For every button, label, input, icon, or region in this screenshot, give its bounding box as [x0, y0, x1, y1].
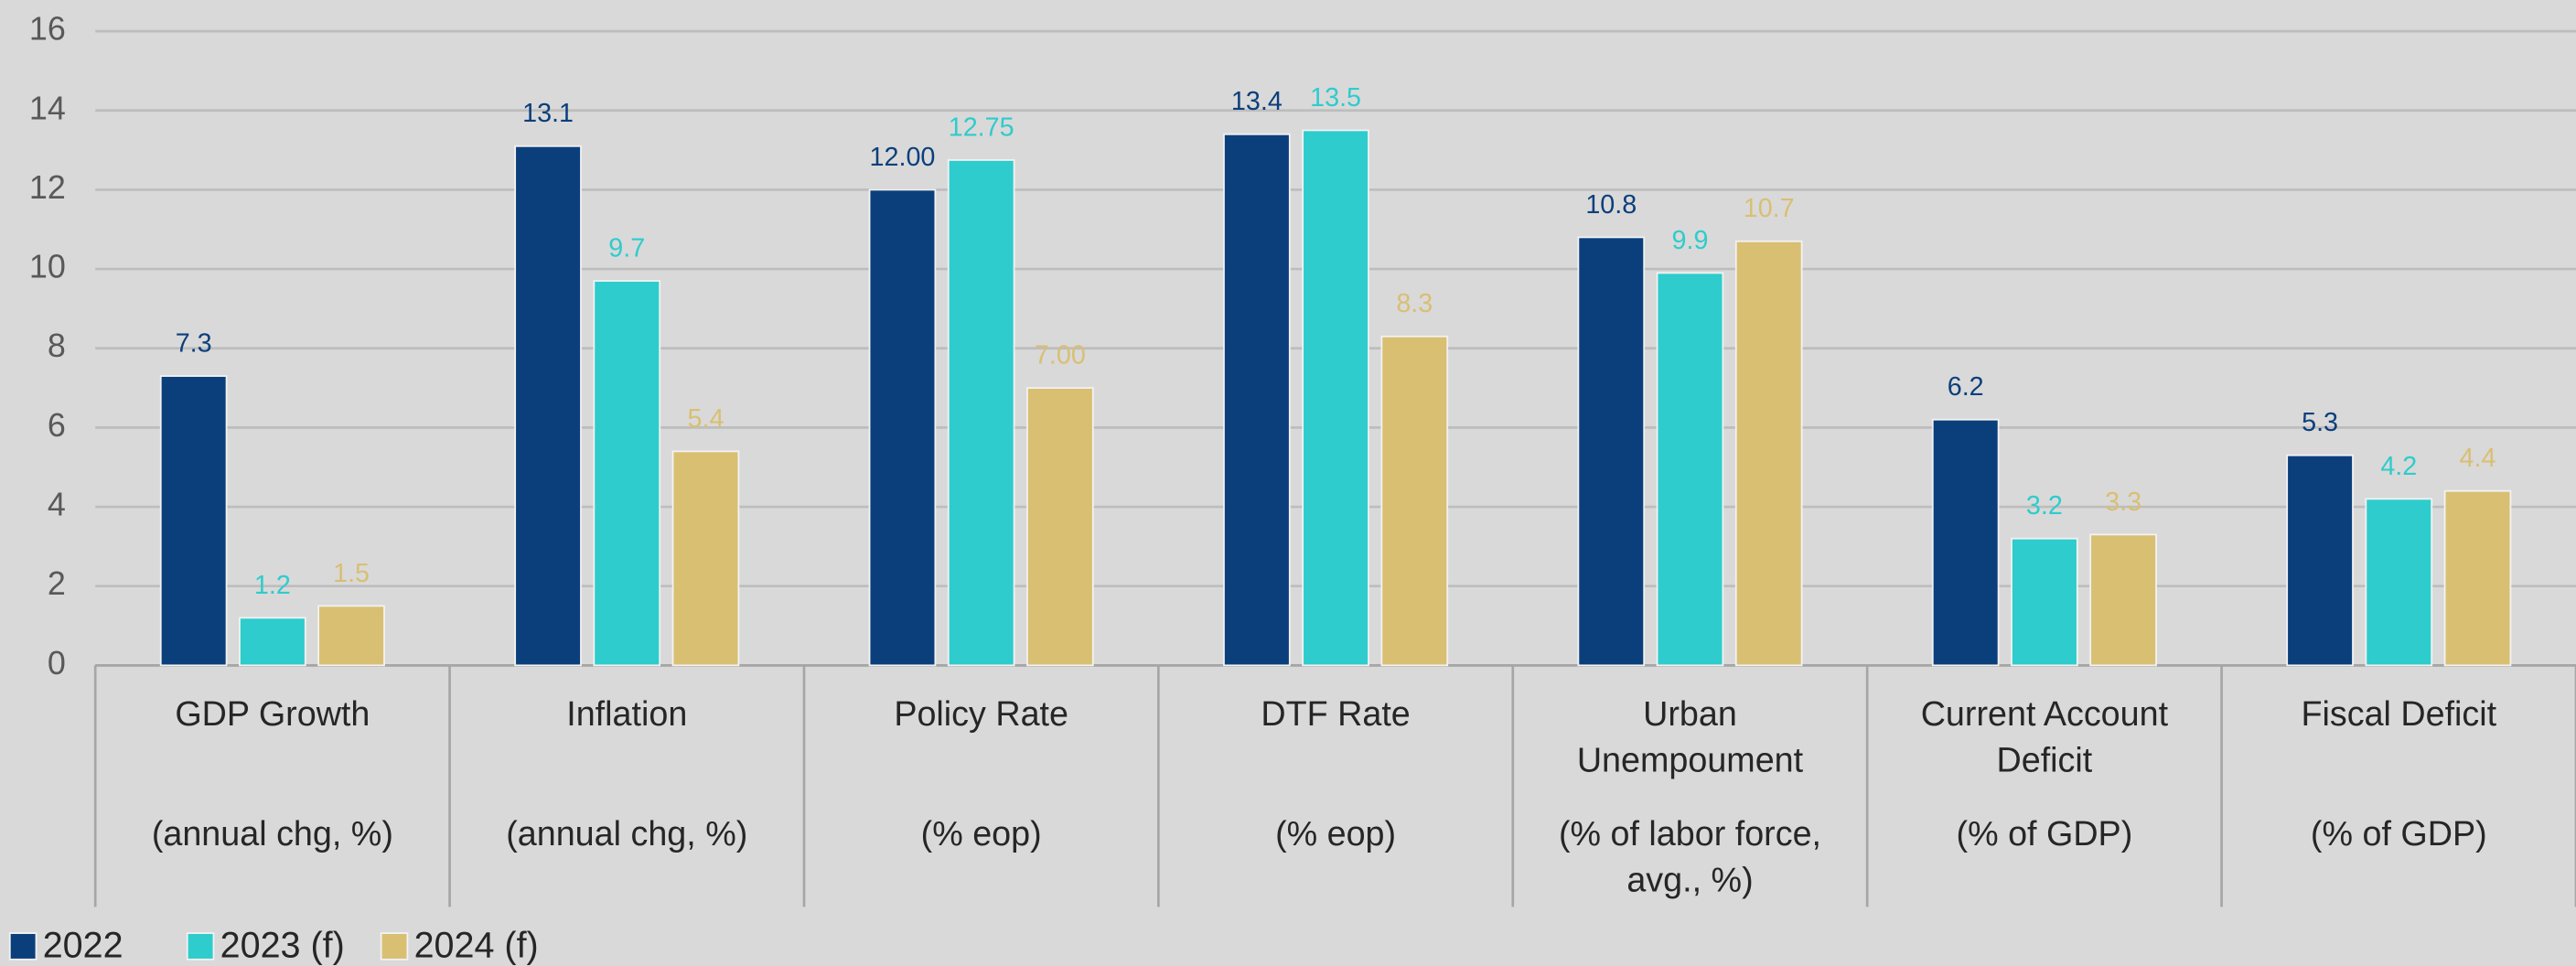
bar — [593, 280, 661, 667]
bar — [2365, 498, 2433, 667]
bar — [1656, 272, 1724, 667]
value-label: 5.3 — [2302, 408, 2338, 437]
value-label: 13.4 — [1231, 87, 1283, 116]
legend-label: 2024 (f) — [414, 926, 539, 966]
legend-label: 2022 — [43, 926, 123, 966]
category-label: Inflation — [566, 694, 687, 733]
category-label: Urban — [1643, 694, 1737, 733]
category-unit: (% of GDP) — [2311, 814, 2487, 853]
value-label: 10.7 — [1744, 194, 1795, 223]
bar — [2011, 537, 2078, 667]
value-label: 7.3 — [176, 329, 212, 359]
y-tick-label: 0 — [48, 644, 66, 682]
category-label: DTF Rate — [1261, 694, 1410, 733]
bar — [868, 188, 937, 667]
category-unit: (% of GDP) — [1957, 814, 2133, 853]
category-label: Unempoument — [1577, 740, 1804, 778]
category-label: Fiscal Deficit — [2301, 694, 2496, 733]
bar — [671, 450, 740, 667]
bar — [514, 145, 582, 667]
bar — [239, 617, 306, 667]
value-label: 7.00 — [1035, 341, 1086, 370]
value-label: 5.4 — [688, 404, 724, 434]
bar — [2089, 533, 2157, 667]
category-unit: (annual chg, %) — [152, 814, 393, 853]
y-tick-label: 2 — [48, 564, 66, 602]
bar — [1380, 335, 1449, 667]
y-tick-label: 16 — [29, 10, 66, 48]
legend-label: 2023 (f) — [220, 926, 345, 966]
bar — [2286, 454, 2354, 667]
value-label: 9.9 — [1672, 226, 1709, 255]
value-label: 3.3 — [2105, 488, 2141, 517]
y-tick-label: 6 — [48, 406, 66, 444]
bar — [317, 605, 385, 667]
bar — [947, 159, 1015, 667]
value-label: 6.2 — [1948, 372, 1984, 402]
category-label: GDP Growth — [175, 694, 370, 733]
value-label: 10.8 — [1585, 190, 1637, 220]
value-label: 4.4 — [2460, 444, 2496, 473]
legend-swatch — [8, 932, 38, 961]
bar — [1302, 129, 1369, 667]
value-label: 12.75 — [949, 113, 1014, 142]
bar — [1734, 240, 1803, 667]
y-tick-label: 4 — [48, 486, 66, 523]
category-label: Policy Rate — [894, 694, 1068, 733]
bar — [1931, 418, 2000, 667]
y-tick-label: 10 — [29, 248, 66, 285]
value-label: 13.5 — [1310, 83, 1361, 113]
category-unit: (annual chg, %) — [506, 814, 747, 853]
value-label: 8.3 — [1396, 289, 1433, 318]
bar — [1577, 236, 1646, 667]
category-unit: avg., %) — [1626, 860, 1753, 898]
bar — [1223, 133, 1291, 667]
legend-swatch — [380, 932, 409, 961]
value-label: 12.00 — [870, 143, 936, 172]
value-label: 3.2 — [2026, 491, 2063, 521]
category-label: Current Account — [1921, 694, 2169, 733]
value-label: 13.1 — [522, 99, 574, 128]
bar — [2443, 489, 2512, 667]
value-label: 1.2 — [254, 571, 291, 600]
legend-swatch — [186, 932, 215, 961]
value-label: 4.2 — [2380, 452, 2417, 481]
bar — [159, 375, 228, 667]
category-unit: (% of labor force, — [1559, 814, 1821, 853]
value-label: 1.5 — [333, 559, 370, 588]
value-label: 9.7 — [608, 234, 645, 263]
y-tick-label: 8 — [48, 327, 66, 364]
y-tick-label: 14 — [29, 89, 66, 126]
y-tick-label: 12 — [29, 168, 66, 206]
bar — [1026, 387, 1094, 667]
category-unit: (% eop) — [1275, 814, 1396, 853]
category-unit: (% eop) — [921, 814, 1042, 853]
category-label: Deficit — [1997, 740, 2093, 778]
